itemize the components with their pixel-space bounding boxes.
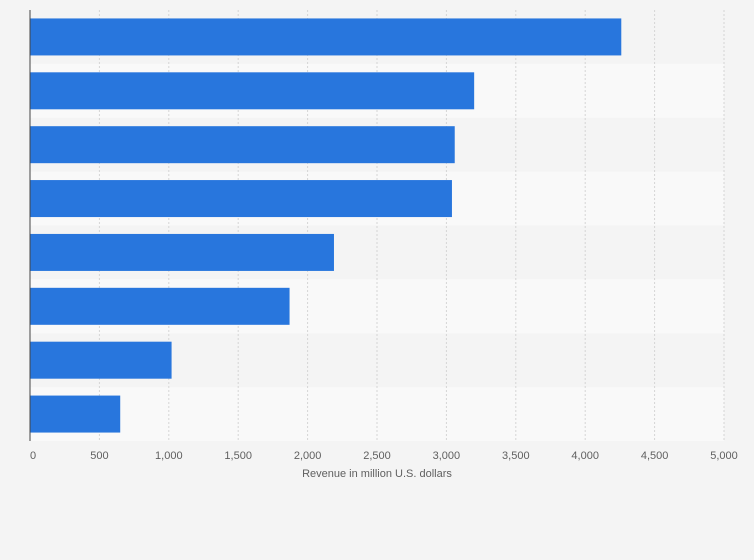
bar[interactable] <box>30 180 452 218</box>
bar[interactable] <box>30 72 475 110</box>
x-tick-label: 2,500 <box>363 450 391 462</box>
bar[interactable] <box>30 126 455 164</box>
x-tick-label: 3,500 <box>502 450 530 462</box>
bar[interactable] <box>30 395 121 433</box>
bar[interactable] <box>30 18 622 56</box>
x-tick-label: 2,000 <box>294 450 322 462</box>
x-tick-label: 1,500 <box>224 450 252 462</box>
x-tick-label: 0 <box>30 450 36 462</box>
bars <box>30 18 622 433</box>
bar[interactable] <box>30 233 334 271</box>
x-tick-label: 4,500 <box>641 450 669 462</box>
x-tick-label: 3,000 <box>433 450 461 462</box>
bar[interactable] <box>30 287 290 325</box>
x-tick-label: 1,000 <box>155 450 183 462</box>
x-axis-title: Revenue in million U.S. dollars <box>302 468 452 480</box>
x-tick-label: 5,000 <box>710 450 738 462</box>
x-axis-ticks: 0 500 1,000 1,500 2,000 2,500 3,000 3,500 4,000 4… <box>30 450 738 462</box>
x-tick-label: 4,000 <box>571 450 599 462</box>
bar[interactable] <box>30 341 172 379</box>
x-tick-label: 500 <box>90 450 108 462</box>
